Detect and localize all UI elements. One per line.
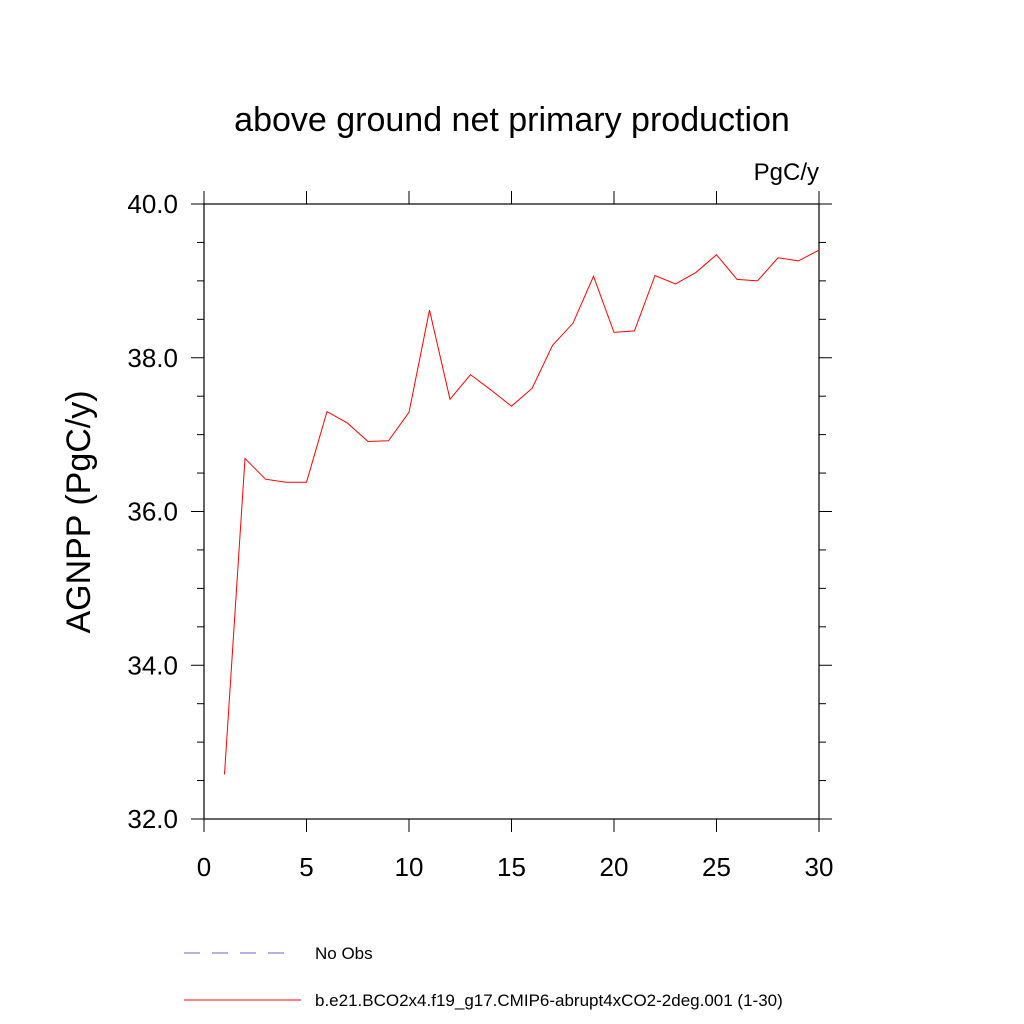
y-tick-label: 32.0 <box>127 804 178 834</box>
legend-label-model-run: b.e21.BCO2x4.f19_g17.CMIP6-abrupt4xCO2-2… <box>315 991 783 1010</box>
y-tick-label: 40.0 <box>127 189 178 219</box>
x-tick-label: 0 <box>197 852 211 882</box>
data-series <box>224 249 820 775</box>
units-label: PgC/y <box>754 159 819 186</box>
x-tick-label: 30 <box>805 852 834 882</box>
chart-title: above ground net primary production <box>234 101 790 139</box>
axis-ticks <box>191 191 832 832</box>
y-axis-tick-labels: 32.0 34.0 36.0 38.0 40.0 <box>127 189 178 834</box>
legend: No Obs b.e21.BCO2x4.f19_g17.CMIP6-abrupt… <box>184 944 783 1010</box>
series-line <box>224 249 820 775</box>
x-axis-tick-labels: 0 5 10 15 20 25 30 <box>197 852 834 882</box>
x-tick-label: 5 <box>299 852 313 882</box>
x-tick-label: 20 <box>600 852 629 882</box>
y-axis-label: AGNPP (PgC/y) <box>60 390 98 633</box>
legend-label-no-obs: No Obs <box>315 944 373 963</box>
y-tick-label: 38.0 <box>127 343 178 373</box>
y-tick-label: 36.0 <box>127 497 178 527</box>
x-tick-label: 15 <box>497 852 526 882</box>
y-tick-label: 34.0 <box>127 650 178 680</box>
x-tick-label: 25 <box>702 852 731 882</box>
x-tick-label: 10 <box>395 852 424 882</box>
plot-frame <box>203 203 820 820</box>
